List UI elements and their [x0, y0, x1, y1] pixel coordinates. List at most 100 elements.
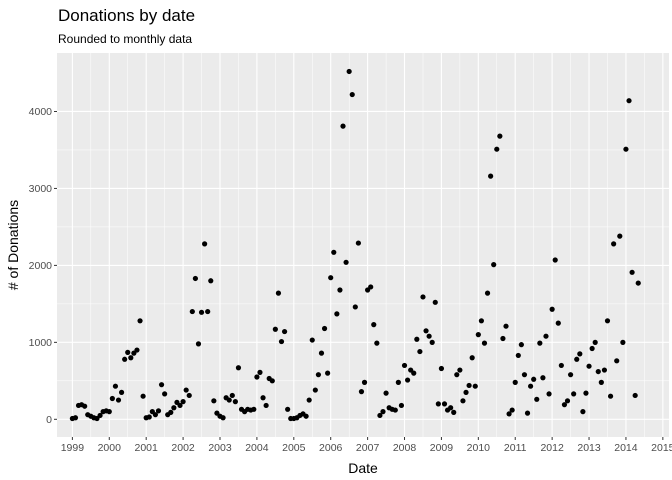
data-point	[208, 278, 214, 284]
data-point	[595, 368, 601, 375]
data-point	[134, 347, 140, 353]
y-axis-title: # of Donations	[5, 200, 21, 290]
data-point	[411, 370, 417, 376]
x-tick-label: 2010	[467, 442, 491, 454]
data-point	[586, 363, 592, 369]
data-point	[349, 91, 355, 98]
data-point	[168, 409, 174, 415]
data-point	[611, 241, 617, 247]
data-point	[226, 397, 232, 403]
data-point	[398, 402, 405, 409]
data-point	[567, 372, 574, 378]
x-tick-label: 2008	[393, 442, 417, 454]
data-point	[198, 309, 205, 315]
data-point	[343, 259, 349, 265]
data-point	[571, 391, 577, 397]
x-tick-label: 2012	[540, 442, 564, 454]
data-point	[321, 325, 328, 332]
data-point	[106, 409, 112, 415]
data-point	[518, 342, 524, 348]
data-point	[72, 415, 79, 421]
y-tick-label: 3000	[29, 183, 53, 195]
data-point	[491, 262, 497, 268]
data-point	[337, 287, 343, 293]
data-point	[432, 299, 438, 305]
data-point	[125, 349, 131, 355]
chart-title: Donations by date	[58, 6, 195, 25]
x-tick-label: 2014	[614, 442, 638, 454]
data-point	[614, 358, 620, 364]
data-point	[155, 408, 162, 414]
data-point	[534, 396, 540, 402]
data-point	[632, 392, 638, 399]
data-point	[451, 409, 457, 415]
data-point	[285, 406, 291, 412]
data-point	[152, 412, 159, 418]
data-point	[429, 339, 435, 345]
data-point	[475, 332, 481, 338]
data-point	[448, 405, 454, 411]
data-point	[202, 241, 208, 247]
data-point	[251, 406, 257, 412]
data-point	[635, 280, 641, 286]
data-point	[528, 383, 534, 389]
data-point	[220, 415, 226, 421]
data-point	[604, 318, 611, 324]
data-point	[395, 379, 401, 385]
data-point	[574, 356, 580, 362]
data-point	[186, 392, 192, 399]
y-tick-label: 1000	[29, 337, 53, 349]
data-point	[137, 318, 143, 324]
data-point	[171, 405, 177, 411]
data-point	[617, 233, 623, 239]
data-point	[272, 326, 278, 332]
x-tick-label: 1999	[61, 442, 85, 454]
data-point	[601, 367, 608, 373]
data-point	[383, 390, 389, 396]
data-point	[312, 387, 318, 393]
data-point	[555, 320, 561, 326]
data-point	[626, 98, 632, 104]
data-point	[457, 367, 463, 373]
data-point	[192, 275, 198, 282]
data-point	[509, 407, 515, 413]
data-point	[263, 402, 269, 409]
data-point	[404, 377, 411, 383]
data-point	[620, 339, 626, 345]
data-point	[146, 414, 152, 420]
x-tick-label: 2004	[245, 442, 269, 454]
data-point	[494, 146, 500, 152]
data-point	[441, 401, 448, 407]
data-point	[629, 269, 635, 275]
x-tick-label: 2015	[651, 442, 672, 454]
data-point	[417, 348, 423, 355]
data-point	[140, 393, 146, 399]
y-axis: 0 1000 2000 3000 4000	[29, 106, 57, 426]
y-tick-label: 0	[46, 414, 52, 426]
x-tick-label: 2013	[577, 442, 601, 454]
data-point	[460, 398, 466, 404]
data-point	[205, 308, 211, 315]
data-point	[334, 311, 340, 317]
data-point	[118, 389, 125, 395]
data-point	[515, 352, 521, 359]
x-tick-label: 2003	[208, 442, 232, 454]
data-point	[97, 412, 103, 419]
x-tick-label: 2006	[319, 442, 343, 454]
data-point	[275, 290, 282, 296]
data-point	[577, 351, 583, 357]
x-axis-title: Date	[348, 460, 378, 476]
data-point	[352, 304, 358, 310]
data-point	[260, 395, 266, 401]
y-tick-label: 2000	[29, 260, 53, 272]
data-point	[318, 350, 325, 356]
data-point	[607, 393, 614, 399]
data-point	[328, 275, 334, 281]
data-point	[115, 397, 122, 403]
chart-subtitle: Rounded to monthly data	[58, 32, 192, 46]
data-point	[180, 399, 186, 405]
minor-gridlines	[57, 53, 669, 437]
data-point	[524, 410, 531, 416]
data-point	[235, 365, 242, 371]
